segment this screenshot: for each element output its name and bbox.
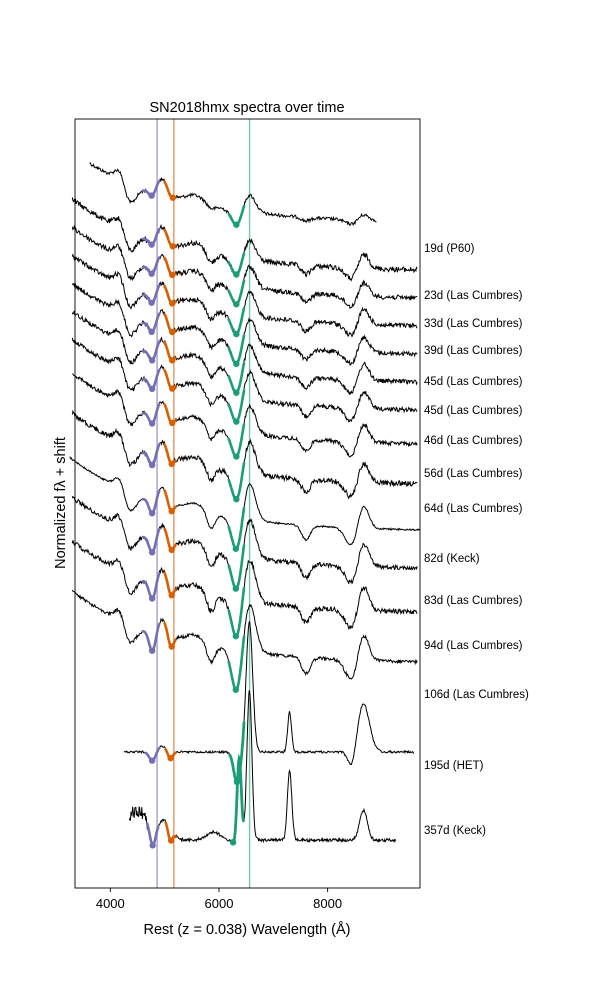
spectrum-line [71,589,418,693]
h-alpha-feature [227,306,246,336]
h-alpha-feature-marker [233,418,240,425]
fe-feature-marker [168,591,175,599]
spectrum-line [71,496,418,592]
h-beta-feature-marker [148,357,156,364]
spectrum-line [71,409,418,501]
h-beta-feature-marker [148,270,155,277]
spectrum-label: 357d (Keck) [424,825,486,837]
h-alpha-feature-marker [233,301,240,308]
spectrum-label: 45d (Las Cumbres) [424,376,523,388]
h-alpha-feature-marker [233,453,240,460]
h-beta-feature-marker [148,328,155,336]
spectrum-label: 94d (Las Cumbres) [424,640,523,652]
fe-feature-marker [169,419,176,427]
h-beta-feature-marker [148,461,156,469]
x-tick-label: 4000 [96,896,125,911]
fe-feature-marker [168,508,175,515]
h-alpha-feature [227,506,246,551]
spectrum-labels: 19d (P60) 23d (Las Cumbres) 33d (Las Cumbr… [424,243,529,837]
h-beta-feature-marker [148,299,155,306]
spectrum-line [71,337,418,424]
fe-feature-marker [169,328,176,336]
reference-lines [156,119,251,888]
h-beta-feature-marker [148,647,156,654]
h-alpha-feature [227,279,246,306]
spectrum-line [71,224,418,310]
h-beta-feature-marker [148,757,156,764]
x-axis-label: Rest (z = 0.038) Wavelength (Å) [144,921,351,938]
h-beta-feature-marker [148,510,156,517]
h-beta-feature-marker [148,385,156,393]
spectrum-label: 195d (HET) [424,760,484,772]
spectrum-label: 106d (Las Cumbres) [424,689,529,701]
spectrum-label: 39d (Las Cumbres) [424,345,523,357]
spectrum-line [71,540,418,640]
h-alpha-feature-marker [233,221,240,228]
fe-feature-marker [167,754,174,762]
spectrum-line [89,162,377,228]
h-alpha-feature-marker [232,632,240,640]
h-alpha-feature-marker [233,360,240,368]
h-beta-feature-marker [148,549,156,556]
spectrum-line [128,690,397,849]
h-alpha-feature-marker [232,686,240,693]
spectrum-line [71,282,418,366]
fe-feature-marker [169,300,176,307]
h-alpha-feature-marker [233,389,240,396]
spectrum-label: 45d (Las Cumbres) [424,405,523,417]
h-alpha-feature-marker [229,839,237,846]
spectrum-line [72,373,418,458]
spectrum-line [69,456,421,550]
fe-feature-marker [169,243,176,250]
spectrum-line [71,310,418,396]
fe-feature-marker [169,271,176,279]
x-axis-ticks: 4000 6000 8000 [96,888,342,911]
fe-feature-marker [169,194,176,201]
spectrum-label: 23d (Las Cumbres) [424,290,523,302]
fe-feature-marker [168,546,175,554]
fe-feature-marker [169,385,176,392]
fe-feature-marker [168,643,175,650]
plot-frame [74,118,421,889]
h-alpha-feature-marker [232,545,240,552]
fe-feature-marker [169,357,176,364]
h-alpha-feature [227,334,246,366]
spectrum-label: 33d (Las Cumbres) [424,318,523,330]
fe-feature-marker [167,837,175,844]
spectra-group [69,162,421,849]
h-alpha-feature [227,423,246,458]
x-tick-label: 6000 [205,896,234,911]
h-beta-feature-marker [148,192,155,199]
spectrum-label: 83d (Las Cumbres) [424,595,523,607]
spectrum-line [71,253,418,338]
h-alpha-feature [227,635,246,691]
h-alpha-feature-marker [232,585,240,592]
spectrum-label: 19d (P60) [424,243,475,255]
spectrum-line [71,197,418,282]
h-alpha-feature [227,462,246,501]
spectrum-label: 64d (Las Cumbres) [424,503,523,515]
chart-title: SN2018hmx spectra over time [149,100,344,116]
h-beta-feature-marker [149,842,156,849]
spectrum-label: 56d (Las Cumbres) [424,468,523,480]
h-alpha-feature-marker [233,271,240,278]
fe-feature-marker [168,460,175,468]
spectrum-label: 46d (Las Cumbres) [424,435,523,447]
h-beta-feature-marker [148,241,155,248]
h-alpha-feature [227,586,246,638]
x-tick-label: 8000 [313,896,342,911]
h-beta-feature-marker [148,595,156,602]
y-axis-label: Normalized fλ + shift [53,437,69,569]
h-alpha-feature-marker [233,330,240,338]
spectrum-line [123,620,415,782]
spectrum-label: 82d (Keck) [424,553,480,565]
h-beta-feature-marker [148,420,156,427]
h-alpha-feature-marker [233,496,240,503]
h-alpha-feature [227,361,246,395]
